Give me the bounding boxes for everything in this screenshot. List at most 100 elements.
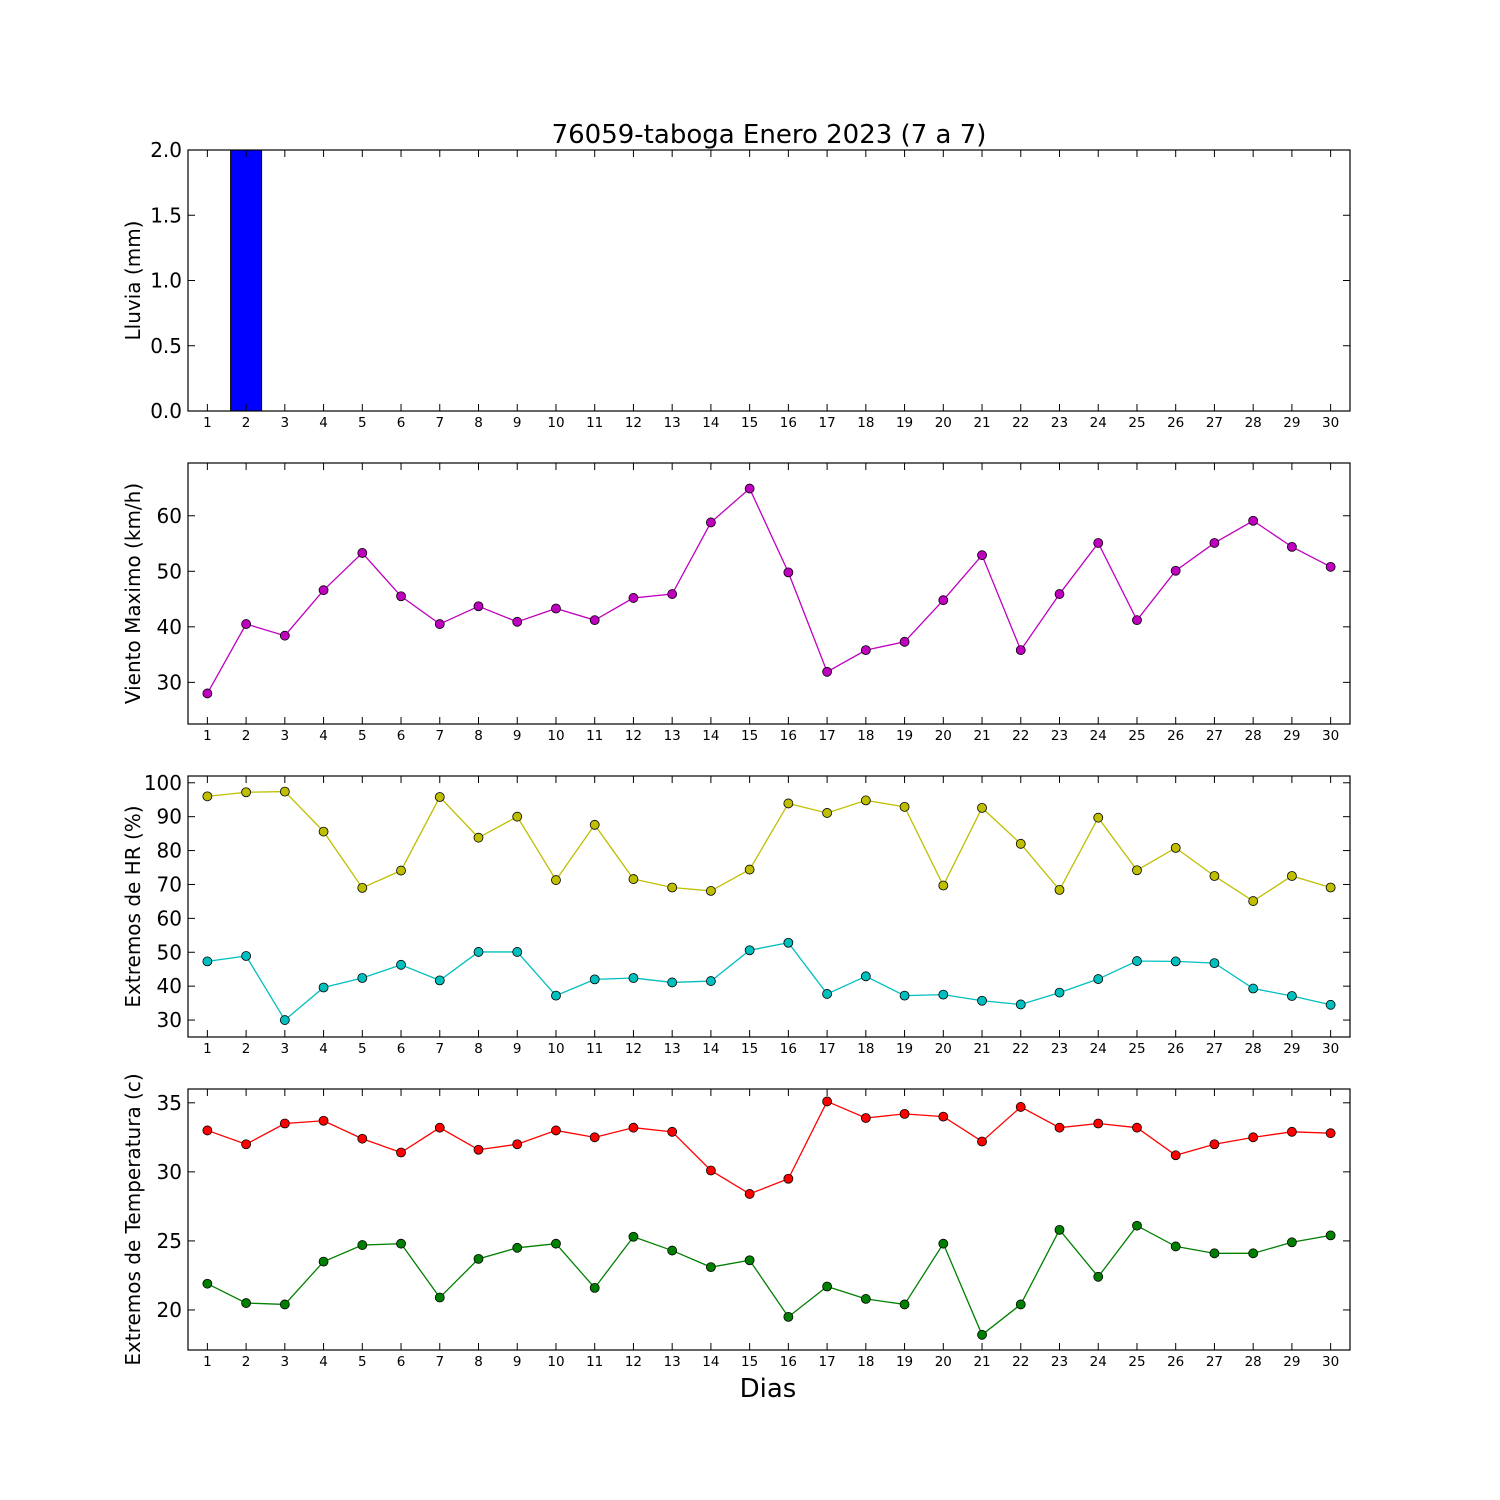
wind-xtick-label: 24 (1090, 728, 1107, 744)
wind-ytick-label: 50 (157, 559, 182, 583)
temperature-xtick-label: 26 (1167, 1354, 1184, 1370)
temperature-xtick-label: 5 (358, 1354, 367, 1370)
rain-xtick-label: 19 (896, 415, 913, 431)
wind-series-1-point (357, 548, 368, 558)
temperature-series-1-point (744, 1189, 755, 1199)
humidity-xtick-label: 4 (319, 1041, 328, 1057)
rain-xtick-label: 9 (513, 415, 522, 431)
wind-series-1-point (938, 595, 949, 606)
humidity-xtick-label: 24 (1090, 1041, 1107, 1057)
humidity-series-1-point (860, 795, 871, 806)
temperature-series-1-point (1248, 1132, 1259, 1143)
rain-xtick-label: 13 (664, 415, 681, 431)
temperature-series-2-point (357, 1240, 368, 1250)
temperature-series-1-point (279, 1118, 290, 1129)
wind-series-1-point (434, 619, 445, 629)
humidity-series-2-point (1132, 956, 1142, 966)
temperature-series-1-point (1287, 1126, 1297, 1137)
rain-xtick-label: 12 (625, 415, 642, 431)
temperature-xtick-label: 24 (1090, 1354, 1107, 1370)
wind-series-1-point (899, 636, 910, 647)
wind-xtick-label: 7 (435, 728, 444, 744)
wind-series-1-point (318, 585, 329, 596)
humidity-xtick-label: 2 (242, 1041, 251, 1057)
temperature-xtick-label: 15 (741, 1354, 758, 1370)
wind-xtick-label: 12 (625, 728, 642, 744)
temperature-xtick-label: 16 (780, 1354, 797, 1370)
wind-xtick-label: 21 (973, 728, 990, 744)
wind-series-1-point (744, 483, 755, 494)
rain-xtick-label: 5 (358, 415, 367, 431)
temperature-series-2-point (1209, 1248, 1220, 1259)
rain-ytick-label: 1.5 (150, 203, 182, 227)
temperature-series-1-point (1170, 1150, 1181, 1161)
wind-series-1-point (241, 619, 252, 629)
humidity-series-1-point (1287, 871, 1297, 881)
temperature-series-1-point (667, 1126, 678, 1137)
humidity-xtick-label: 20 (935, 1041, 952, 1057)
rain-xtick-label: 25 (1128, 415, 1145, 431)
humidity-series-1-point (1248, 896, 1259, 906)
rain-ytick-label: 0.0 (150, 399, 182, 423)
humidity-series-2-point (202, 956, 213, 967)
temperature-series-1-point (899, 1108, 910, 1119)
rain-xtick-label: 6 (397, 415, 406, 431)
rain-ytick-label: 1.0 (150, 269, 182, 293)
temperature-xtick-label: 2 (242, 1354, 251, 1370)
wind-xtick-label: 5 (358, 728, 367, 744)
temperature-series-2-point (396, 1238, 406, 1249)
temperature-series-2-point (551, 1238, 561, 1249)
temperature-series-2-point (1015, 1299, 1026, 1310)
wind-xtick-label: 18 (857, 728, 874, 744)
temperature-xtick-label: 21 (973, 1354, 990, 1370)
wind-xtick-label: 16 (780, 728, 797, 744)
temperature-series-1-point (706, 1165, 716, 1176)
wind-xtick-label: 19 (896, 728, 913, 744)
humidity-series-2-point (860, 971, 871, 982)
humidity-xtick-label: 29 (1283, 1041, 1300, 1057)
humidity-series-1-point (1015, 838, 1026, 849)
temperature-series-1-point (202, 1125, 213, 1136)
wind-series-1-point (202, 688, 213, 699)
temperature-series-1-point (551, 1125, 561, 1136)
temperature-series-1-point (822, 1096, 832, 1107)
humidity-series-1-point (938, 880, 949, 891)
wind-xtick-label: 10 (547, 728, 564, 744)
temperature-xtick-label: 3 (281, 1354, 290, 1370)
rain-panel: 0.00.51.01.52.01 2 3 4 5 6 7 8 9 10 11 12 13 14 15 16 17… (121, 138, 1351, 431)
chart-title: 76059-taboga Enero 2023 (7 a 7) (552, 120, 987, 150)
temperature-xtick-label: 14 (702, 1354, 719, 1370)
panels: 0.00.51.01.52.01 2 3 4 5 6 7 8 9 10 11 12 13 14 15 16 17… (121, 138, 1351, 1370)
humidity-series-2-point (977, 995, 987, 1006)
humidity-xtick-label: 14 (702, 1041, 719, 1057)
wind-xtick-label: 11 (586, 728, 603, 744)
temperature-xtick-label: 11 (586, 1354, 603, 1370)
rain-xtick-label: 17 (819, 415, 836, 431)
temperature-xtick-label: 9 (513, 1354, 522, 1370)
wind-xtick-label: 2 (242, 728, 251, 744)
wind-xtick-label: 8 (474, 728, 483, 744)
rain-xtick-label: 24 (1090, 415, 1107, 431)
temperature-series-2-point (473, 1253, 484, 1264)
humidity-xtick-label: 26 (1167, 1041, 1184, 1057)
humidity-ytick-label: 70 (157, 872, 182, 896)
humidity-series-1-point (279, 786, 290, 797)
humidity-ytick-label: 80 (157, 839, 182, 863)
wind-series-1-point (1015, 645, 1026, 656)
wind-xtick-label: 13 (664, 728, 681, 744)
humidity-series-1-line (207, 790, 1331, 902)
rain-xtick-label: 20 (935, 415, 952, 431)
rain-xtick-label: 23 (1051, 415, 1068, 431)
rain-xtick-label: 7 (435, 415, 444, 431)
temperature-series-2-point (822, 1281, 832, 1292)
humidity-series-2-point (667, 977, 678, 988)
humidity-series-2-point (938, 989, 949, 1000)
humidity-xtick-label: 12 (625, 1041, 642, 1057)
humidity-ytick-label: 90 (157, 805, 182, 829)
temperature-series-1-point (318, 1115, 329, 1126)
wind-xtick-label: 29 (1283, 728, 1300, 744)
temperature-series-2-point (628, 1231, 639, 1242)
rain-xtick-label: 16 (780, 415, 797, 431)
